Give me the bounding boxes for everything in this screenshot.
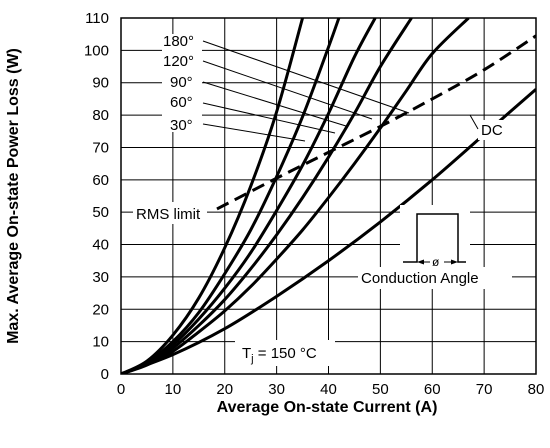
x-tick-label: 10	[165, 381, 182, 398]
tj-value: = 150 °C	[254, 345, 317, 362]
plot-border	[120, 17, 537, 375]
x-tick-label: 50	[372, 381, 389, 398]
phi-symbol: ø	[432, 255, 440, 269]
x-tick-label: 40	[320, 381, 337, 398]
y-tick-label: 110	[85, 10, 109, 27]
tick-labels: 0 10 20 30 40 50 60 70 80 0 10 20 30 40 50 60 70 80 90 100 1…	[84, 10, 544, 398]
conduction-angle-inset: ø Conduction Angle	[358, 205, 512, 289]
y-tick-label: 100	[84, 42, 109, 59]
y-tick-label: 40	[92, 237, 109, 254]
y-tick-label: 10	[92, 334, 109, 351]
series-line-curve	[121, 18, 341, 374]
label-90: 90°	[170, 74, 193, 91]
label-180: 180°	[163, 33, 194, 50]
y-tick-label: 20	[92, 301, 109, 318]
y-axis-title: Max. Average On-state Power Loss (W)	[5, 48, 22, 344]
leader-90	[202, 81, 347, 127]
x-tick-label: 0	[117, 381, 125, 398]
label-30: 30°	[170, 117, 193, 134]
tj-main: T	[242, 345, 251, 362]
series-line-curve	[121, 18, 377, 374]
conduction-angle-label: Conduction Angle	[361, 270, 479, 287]
series-line-curve	[121, 18, 413, 374]
dc-label: DC	[481, 122, 503, 139]
phi-box	[430, 254, 444, 268]
angle-label-box	[162, 34, 202, 132]
rms-label-box	[133, 202, 207, 224]
y-tick-label: 70	[92, 139, 109, 156]
conduction-label-box	[358, 267, 512, 289]
leader-180	[202, 40, 410, 114]
rms-limit-label: RMS limit	[136, 206, 201, 223]
y-tick-label: 90	[92, 75, 109, 92]
tj-subscript: j	[250, 353, 253, 365]
tj-box	[235, 340, 335, 366]
label-60: 60°	[170, 94, 193, 111]
angle-arrow-right	[451, 259, 458, 265]
angle-arrow-left	[417, 259, 424, 265]
dc-label-box	[478, 120, 506, 140]
y-tick-label: 0	[101, 366, 109, 383]
pulse-waveform	[403, 213, 466, 263]
y-tick-label: 30	[92, 269, 109, 286]
series-line-curve	[121, 18, 470, 374]
y-tick-label: 80	[92, 107, 109, 124]
dc-leader	[469, 114, 479, 130]
curves	[121, 18, 536, 374]
x-tick-label: 60	[424, 381, 441, 398]
y-tick-label: 50	[92, 204, 109, 221]
series-line-curve	[121, 18, 305, 374]
series-line-curve	[121, 88, 536, 374]
label-120: 120°	[163, 53, 194, 70]
y-tick-label: 60	[92, 172, 109, 189]
x-tick-label: 80	[528, 381, 545, 398]
label-leader-lines	[202, 40, 410, 142]
plot-frame	[120, 17, 537, 375]
x-tick-label: 70	[476, 381, 493, 398]
angle-label-group: 180° 120° 90° 60° 30°	[162, 33, 202, 134]
x-tick-label: 20	[216, 381, 233, 398]
leader-120	[202, 60, 373, 120]
leader-60	[202, 102, 336, 134]
leader-30	[202, 123, 306, 142]
x-tick-label: 30	[268, 381, 285, 398]
x-axis-title: Average On-state Current (A)	[217, 399, 438, 416]
series-line-rms-limit	[216, 34, 536, 211]
tj-label: Tj = 150 °C	[242, 345, 317, 365]
